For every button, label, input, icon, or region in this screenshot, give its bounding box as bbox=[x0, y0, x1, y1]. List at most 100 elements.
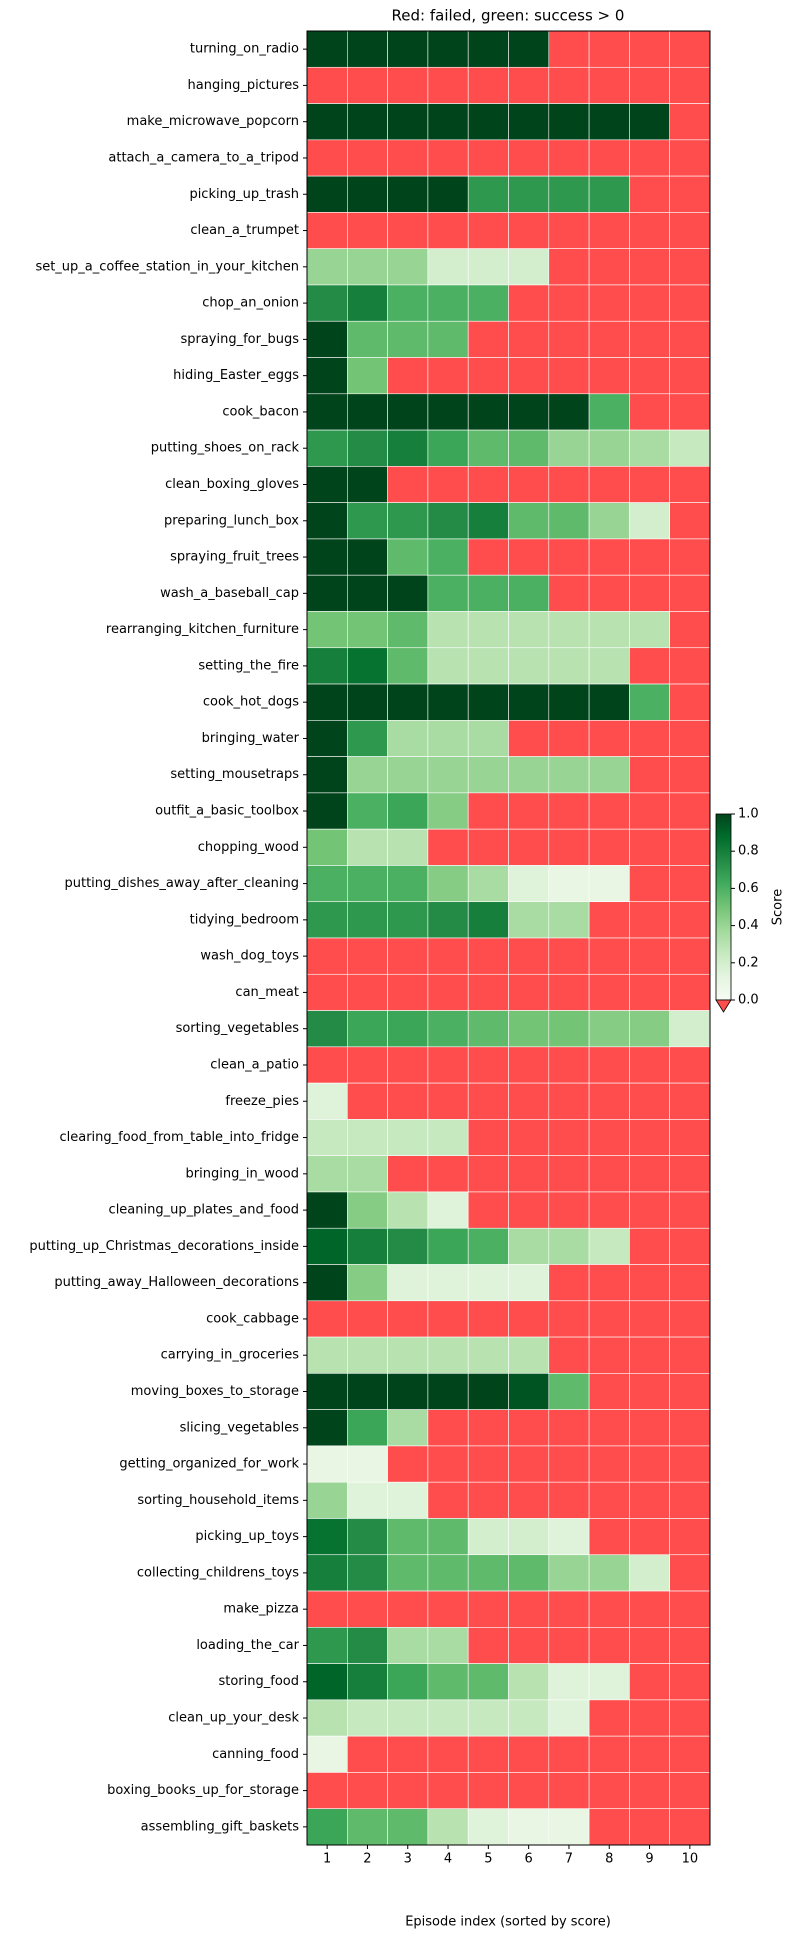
heatmap-cell bbox=[306, 1808, 348, 1846]
heatmap-cell bbox=[508, 1590, 550, 1628]
heatmap-cell bbox=[387, 611, 429, 649]
heatmap-cell bbox=[588, 574, 630, 612]
heatmap-cell bbox=[588, 30, 630, 68]
heatmap-cell bbox=[508, 466, 550, 503]
heatmap-cell bbox=[467, 1300, 509, 1338]
heatmap-cell bbox=[427, 502, 469, 540]
x-tick-label: 1 bbox=[323, 1852, 331, 1867]
heatmap-cell bbox=[588, 1663, 630, 1701]
heatmap-cell bbox=[467, 647, 509, 685]
heatmap-cell bbox=[346, 792, 388, 830]
heatmap-cell bbox=[588, 756, 630, 794]
y-tick-label: wash_dog_toys bbox=[200, 949, 299, 964]
heatmap-cell bbox=[588, 284, 630, 322]
heatmap-cell bbox=[387, 973, 429, 1011]
heatmap-cell bbox=[467, 393, 509, 431]
heatmap-cell bbox=[427, 1300, 469, 1338]
heatmap-cell bbox=[387, 357, 429, 395]
x-tick-label: 8 bbox=[605, 1852, 613, 1867]
heatmap-cell bbox=[629, 1119, 671, 1156]
heatmap-cell bbox=[548, 1336, 590, 1374]
y-tick-label: cook_bacon bbox=[222, 404, 299, 419]
heatmap-cell bbox=[306, 756, 348, 794]
heatmap-cell bbox=[548, 828, 590, 866]
heatmap-cell bbox=[629, 357, 671, 395]
heatmap-cell bbox=[467, 1264, 509, 1302]
heatmap-cell bbox=[427, 30, 469, 68]
heatmap-cell bbox=[467, 756, 509, 794]
heatmap-cell bbox=[508, 538, 550, 576]
heatmap-cell bbox=[548, 1010, 590, 1048]
heatmap-cell bbox=[588, 1554, 630, 1592]
heatmap-cell bbox=[346, 139, 388, 177]
heatmap-cell bbox=[387, 103, 429, 141]
heatmap-cell bbox=[588, 1155, 630, 1193]
heatmap-cell bbox=[669, 865, 711, 903]
heatmap-cell bbox=[508, 1119, 550, 1156]
heatmap-cell bbox=[508, 828, 550, 866]
heatmap-cell bbox=[467, 1155, 509, 1193]
y-tick-label: spraying_for_bugs bbox=[180, 332, 299, 347]
y-tick-label: hiding_Easter_eggs bbox=[173, 368, 299, 383]
heatmap-cell bbox=[629, 1082, 671, 1120]
heatmap-cell bbox=[306, 1010, 348, 1048]
heatmap-cell bbox=[548, 1808, 590, 1846]
heatmap-cell bbox=[346, 574, 388, 612]
y-tick-label: bringing_water bbox=[202, 731, 300, 746]
heatmap-cell bbox=[306, 30, 348, 68]
heatmap-cell bbox=[346, 973, 388, 1011]
y-tick-label: clean_a_trumpet bbox=[190, 223, 299, 238]
heatmap-cell bbox=[548, 1590, 590, 1628]
heatmap-cell bbox=[548, 1191, 590, 1229]
heatmap-cell bbox=[467, 574, 509, 612]
heatmap-cell bbox=[427, 103, 469, 141]
heatmap-cell bbox=[346, 1264, 388, 1302]
heatmap-cell bbox=[629, 1518, 671, 1556]
y-tick-label: moving_boxes_to_storage bbox=[131, 1384, 299, 1399]
y-tick-label: picking_up_toys bbox=[195, 1529, 299, 1544]
heatmap-cell bbox=[669, 393, 711, 431]
heatmap-cell bbox=[629, 1590, 671, 1628]
heatmap-cell bbox=[427, 284, 469, 322]
heatmap-cell bbox=[508, 1699, 550, 1737]
colorbar-tick-label: 0.4 bbox=[738, 918, 759, 933]
heatmap-cell bbox=[427, 1010, 469, 1048]
heatmap-cell bbox=[629, 1627, 671, 1664]
heatmap-cell bbox=[669, 30, 711, 68]
heatmap-cell bbox=[629, 1010, 671, 1048]
heatmap-cell bbox=[629, 683, 671, 721]
heatmap-cell bbox=[508, 1300, 550, 1338]
heatmap-cell bbox=[467, 1772, 509, 1810]
y-tick-label: chop_an_onion bbox=[202, 296, 299, 311]
heatmap-cell bbox=[346, 248, 388, 286]
heatmap-cell bbox=[548, 466, 590, 503]
heatmap-cell bbox=[588, 1808, 630, 1846]
heatmap-cell bbox=[669, 937, 711, 975]
heatmap-cell bbox=[508, 175, 550, 213]
heatmap-cell bbox=[306, 683, 348, 721]
y-tick-label: sorting_household_items bbox=[137, 1493, 299, 1508]
heatmap-cell bbox=[306, 1772, 348, 1810]
heatmap-cell bbox=[588, 647, 630, 685]
heatmap-cell bbox=[629, 393, 671, 431]
heatmap-cell bbox=[588, 1481, 630, 1519]
y-tick-label: cook_hot_dogs bbox=[203, 695, 299, 710]
heatmap-cell bbox=[548, 1082, 590, 1120]
heatmap-cell bbox=[467, 1445, 509, 1483]
heatmap-cell bbox=[669, 103, 711, 141]
heatmap-cell bbox=[306, 103, 348, 141]
heatmap-cell bbox=[588, 792, 630, 830]
heatmap-cell bbox=[306, 1699, 348, 1737]
heatmap-cell bbox=[629, 538, 671, 576]
heatmap-cell bbox=[588, 1373, 630, 1410]
heatmap-cell bbox=[588, 1518, 630, 1556]
heatmap-cell bbox=[508, 1627, 550, 1664]
heatmap-cell bbox=[508, 393, 550, 431]
heatmap-cell bbox=[629, 828, 671, 866]
heatmap-cell bbox=[346, 647, 388, 685]
heatmap-cell bbox=[548, 1227, 590, 1265]
heatmap-cell bbox=[346, 1772, 388, 1810]
heatmap-cell bbox=[548, 683, 590, 721]
heatmap-cell bbox=[508, 1082, 550, 1120]
y-tick-label: cook_cabbage bbox=[206, 1311, 299, 1326]
